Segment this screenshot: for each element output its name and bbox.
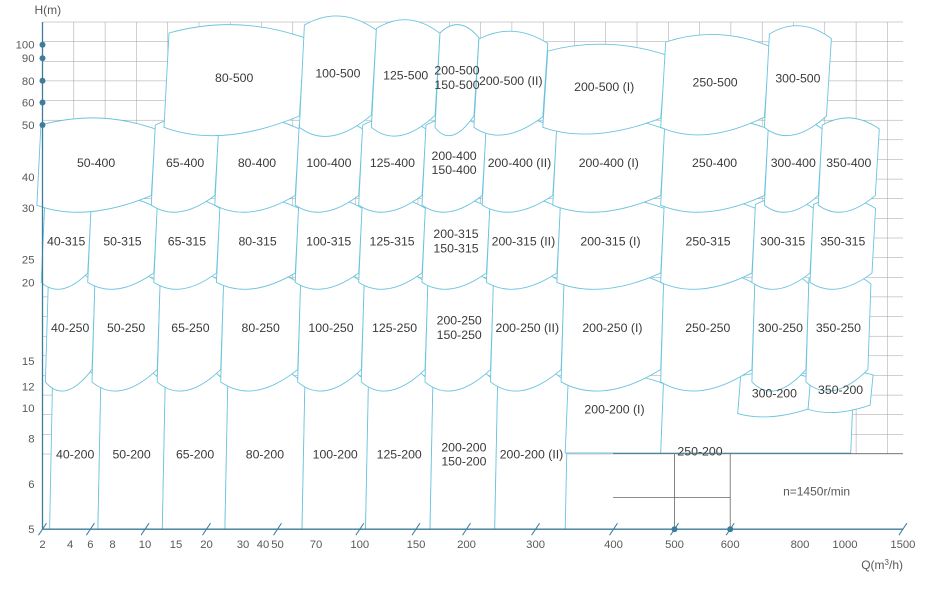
- svg-text:250-200: 250-200: [677, 444, 722, 458]
- svg-text:12: 12: [22, 382, 35, 394]
- svg-text:40: 40: [22, 172, 35, 184]
- svg-text:2: 2: [39, 539, 45, 551]
- svg-text:50-250: 50-250: [107, 321, 145, 335]
- svg-text:200-400 (I): 200-400 (I): [579, 156, 639, 170]
- svg-text:200-500: 200-500: [434, 64, 479, 78]
- svg-text:200-200 (I): 200-200 (I): [584, 403, 644, 417]
- svg-text:200-200 (II): 200-200 (II): [500, 447, 564, 461]
- svg-text:40-315: 40-315: [47, 234, 85, 248]
- svg-text:50: 50: [22, 120, 35, 132]
- svg-text:50-315: 50-315: [103, 234, 141, 248]
- svg-text:200-250 (I): 200-250 (I): [582, 321, 642, 335]
- svg-text:40: 40: [257, 539, 270, 551]
- svg-text:30: 30: [22, 203, 35, 215]
- svg-text:40-250: 40-250: [51, 321, 89, 335]
- svg-text:100-500: 100-500: [315, 67, 360, 81]
- svg-text:80-250: 80-250: [242, 321, 280, 335]
- svg-text:80: 80: [22, 76, 35, 88]
- svg-text:300-200: 300-200: [752, 386, 797, 400]
- svg-text:200-500 (II): 200-500 (II): [479, 74, 543, 88]
- svg-text:150-200: 150-200: [441, 455, 486, 469]
- svg-text:400: 400: [604, 539, 623, 551]
- svg-text:80-200: 80-200: [246, 447, 284, 461]
- svg-text:15: 15: [22, 356, 35, 368]
- svg-text:10: 10: [22, 403, 35, 415]
- svg-text:250-500: 250-500: [693, 75, 738, 89]
- svg-text:100: 100: [350, 539, 369, 551]
- svg-text:1500: 1500: [890, 539, 915, 551]
- svg-text:250-400: 250-400: [692, 156, 737, 170]
- svg-text:4: 4: [67, 539, 73, 551]
- svg-text:250-250: 250-250: [685, 321, 730, 335]
- svg-text:200-500 (I): 200-500 (I): [574, 80, 634, 94]
- svg-text:125-250: 125-250: [372, 321, 417, 335]
- svg-text:100-200: 100-200: [313, 447, 358, 461]
- svg-text:350-200: 350-200: [818, 383, 863, 397]
- svg-text:200: 200: [457, 539, 476, 551]
- svg-text:200-200: 200-200: [441, 440, 486, 454]
- svg-text:15: 15: [170, 539, 183, 551]
- svg-text:200-400 (II): 200-400 (II): [488, 156, 552, 170]
- svg-text:500: 500: [665, 539, 684, 551]
- svg-text:100-250: 100-250: [308, 321, 353, 335]
- svg-text:50-200: 50-200: [112, 447, 150, 461]
- svg-text:65-315: 65-315: [168, 234, 206, 248]
- svg-text:70: 70: [310, 539, 323, 551]
- svg-text:6: 6: [87, 539, 93, 551]
- svg-text:300-250: 300-250: [758, 321, 803, 335]
- svg-text:65-200: 65-200: [176, 447, 214, 461]
- svg-text:125-400: 125-400: [370, 156, 415, 170]
- svg-text:n=1450r/min: n=1450r/min: [783, 484, 850, 498]
- svg-text:80-500: 80-500: [215, 71, 253, 85]
- svg-text:1000: 1000: [832, 539, 857, 551]
- svg-text:200-315: 200-315: [433, 227, 478, 241]
- svg-text:25: 25: [22, 255, 35, 267]
- svg-text:H(m): H(m): [35, 3, 62, 17]
- svg-text:300-400: 300-400: [771, 156, 816, 170]
- svg-text:90: 90: [22, 53, 35, 65]
- svg-text:65-400: 65-400: [166, 156, 204, 170]
- svg-text:300-315: 300-315: [760, 234, 805, 248]
- svg-text:350-315: 350-315: [820, 234, 865, 248]
- svg-text:65-250: 65-250: [171, 321, 209, 335]
- svg-text:600: 600: [721, 539, 740, 551]
- svg-text:20: 20: [200, 539, 213, 551]
- svg-text:8: 8: [109, 539, 115, 551]
- svg-text:300-500: 300-500: [775, 71, 820, 85]
- svg-text:200-250 (II): 200-250 (II): [496, 321, 560, 335]
- svg-text:6: 6: [28, 479, 34, 491]
- svg-text:50: 50: [271, 539, 284, 551]
- svg-text:300: 300: [526, 539, 545, 551]
- svg-text:200-250: 200-250: [437, 314, 482, 328]
- svg-text:250-315: 250-315: [686, 234, 731, 248]
- svg-text:150: 150: [407, 539, 426, 551]
- svg-text:40-200: 40-200: [56, 447, 94, 461]
- svg-text:125-200: 125-200: [377, 447, 422, 461]
- svg-text:100-315: 100-315: [306, 234, 351, 248]
- svg-text:60: 60: [22, 98, 35, 110]
- svg-text:80-400: 80-400: [238, 156, 276, 170]
- svg-text:200-315 (I): 200-315 (I): [580, 234, 640, 248]
- svg-text:350-400: 350-400: [826, 156, 871, 170]
- svg-text:150-250: 150-250: [437, 328, 482, 342]
- svg-text:150-400: 150-400: [432, 163, 477, 177]
- svg-text:125-315: 125-315: [370, 234, 415, 248]
- svg-text:800: 800: [791, 539, 810, 551]
- svg-text:10: 10: [139, 539, 152, 551]
- svg-text:200-400: 200-400: [432, 149, 477, 163]
- svg-text:50-400: 50-400: [77, 156, 115, 170]
- svg-text:20: 20: [22, 277, 35, 289]
- svg-text:150-500: 150-500: [434, 78, 479, 92]
- svg-text:8: 8: [28, 434, 34, 446]
- svg-text:Q(m3/h): Q(m3/h): [861, 558, 903, 573]
- svg-text:150-315: 150-315: [433, 242, 478, 256]
- svg-text:5: 5: [28, 524, 34, 536]
- svg-text:125-500: 125-500: [383, 68, 428, 82]
- svg-text:200-315 (II): 200-315 (II): [492, 234, 556, 248]
- svg-text:350-250: 350-250: [816, 321, 861, 335]
- svg-text:30: 30: [237, 539, 250, 551]
- svg-text:80-315: 80-315: [238, 234, 276, 248]
- svg-text:100: 100: [16, 40, 35, 52]
- svg-text:100-400: 100-400: [306, 156, 351, 170]
